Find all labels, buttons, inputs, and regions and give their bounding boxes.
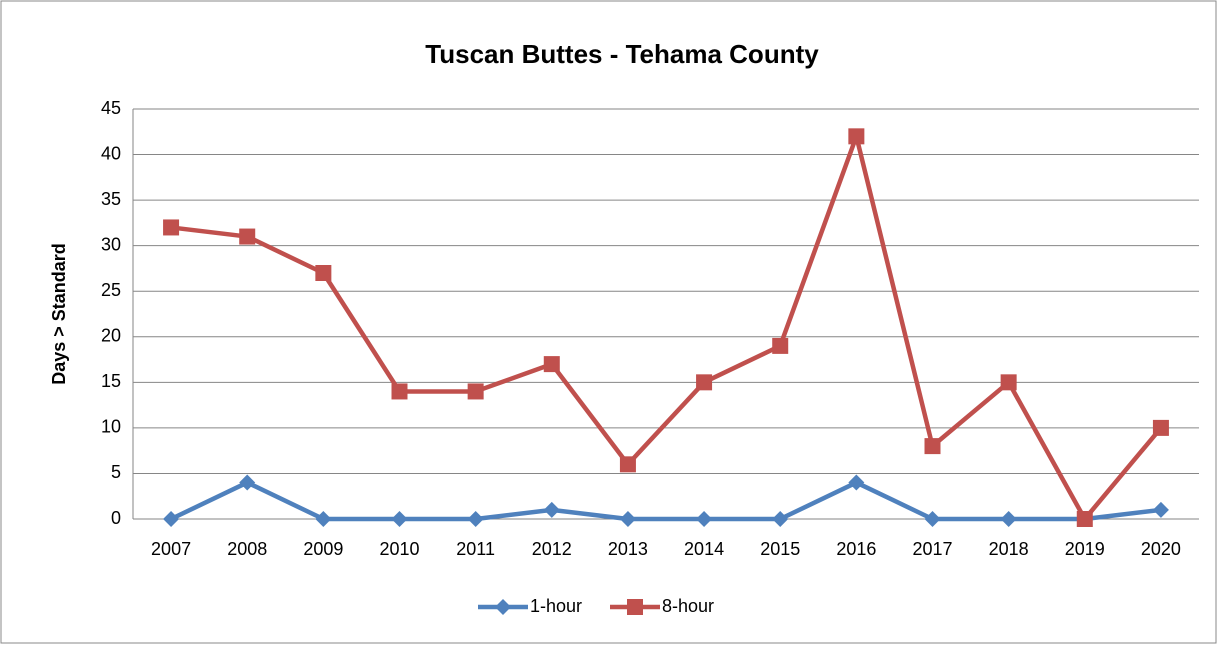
data-point bbox=[696, 511, 713, 527]
x-tick-label: 2009 bbox=[303, 539, 343, 559]
legend-label: 8-hour bbox=[662, 596, 714, 616]
x-tick-label: 2018 bbox=[989, 539, 1029, 559]
x-tick-label: 2016 bbox=[836, 539, 876, 559]
x-tick-label: 2010 bbox=[379, 539, 419, 559]
y-tick-label: 0 bbox=[111, 508, 121, 528]
data-point bbox=[696, 374, 713, 391]
data-point bbox=[543, 356, 560, 373]
data-point bbox=[772, 337, 789, 354]
y-tick-label: 25 bbox=[101, 280, 121, 300]
y-tick-label: 10 bbox=[101, 417, 121, 437]
data-point bbox=[467, 383, 484, 400]
data-point bbox=[848, 474, 865, 491]
data-point bbox=[239, 474, 256, 491]
data-point bbox=[163, 511, 180, 527]
y-tick-label: 15 bbox=[101, 371, 121, 391]
legend-marker bbox=[495, 599, 511, 615]
y-tick-label: 30 bbox=[101, 234, 121, 254]
data-point bbox=[1076, 511, 1093, 527]
data-point bbox=[467, 511, 484, 527]
data-point bbox=[1000, 374, 1017, 391]
data-point bbox=[315, 265, 332, 281]
data-point bbox=[924, 438, 941, 455]
y-tick-label: 20 bbox=[101, 326, 121, 346]
data-point bbox=[1152, 501, 1169, 518]
y-tick-label: 45 bbox=[101, 98, 121, 118]
data-point bbox=[772, 511, 789, 527]
data-point bbox=[619, 456, 636, 473]
y-tick-label: 5 bbox=[111, 462, 121, 482]
data-point bbox=[543, 501, 560, 518]
series-line bbox=[170, 480, 1162, 522]
y-axis-label: Days > Standard bbox=[49, 243, 69, 385]
x-tick-label: 2011 bbox=[456, 539, 495, 559]
legend-marker bbox=[627, 599, 643, 615]
data-point bbox=[391, 511, 408, 527]
data-point bbox=[391, 383, 408, 400]
x-tick-label: 2015 bbox=[760, 539, 800, 559]
y-tick-label: 35 bbox=[101, 189, 121, 209]
data-point bbox=[315, 511, 332, 527]
x-tick-label: 2017 bbox=[912, 539, 952, 559]
x-tick-label: 2012 bbox=[532, 539, 572, 559]
data-point bbox=[848, 128, 865, 145]
y-tick-label: 40 bbox=[101, 143, 121, 163]
legend-label: 1-hour bbox=[530, 596, 582, 616]
data-point bbox=[619, 511, 636, 527]
data-point bbox=[1152, 419, 1169, 436]
x-tick-label: 2008 bbox=[227, 539, 267, 559]
x-tick-label: 2020 bbox=[1141, 539, 1181, 559]
chart-title: Tuscan Buttes - Tehama County bbox=[425, 39, 819, 69]
data-point bbox=[239, 228, 256, 245]
data-point bbox=[1000, 511, 1017, 527]
series-line bbox=[170, 134, 1163, 522]
data-point bbox=[163, 219, 180, 236]
data-point bbox=[924, 511, 941, 527]
x-tick-label: 2019 bbox=[1065, 539, 1105, 559]
x-tick-label: 2013 bbox=[608, 539, 648, 559]
x-tick-label: 2014 bbox=[684, 539, 724, 559]
x-tick-label: 2007 bbox=[151, 539, 191, 559]
